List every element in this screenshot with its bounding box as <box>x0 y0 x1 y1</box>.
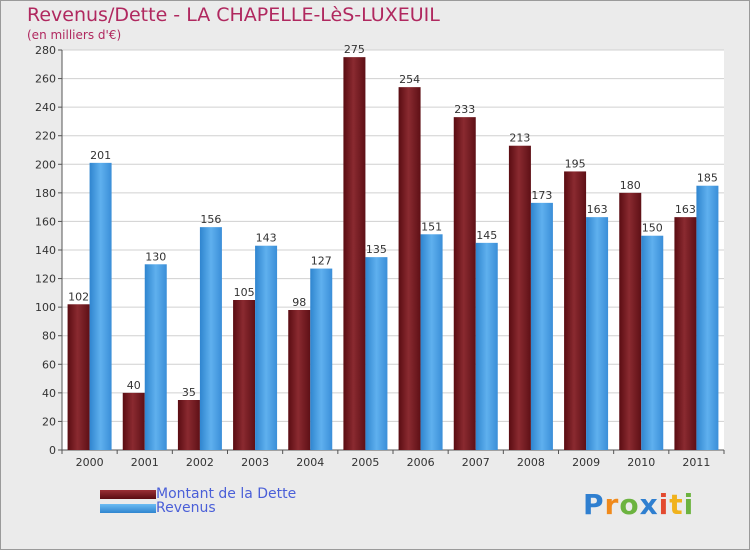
bar-revenus <box>310 268 333 450</box>
x-tick-label: 2004 <box>296 456 324 469</box>
bar-revenus <box>475 242 498 450</box>
legend-item-revenus: Revenus <box>100 500 216 516</box>
bar-dette <box>343 57 366 451</box>
logo-letter: o <box>619 488 640 521</box>
data-label: 143 <box>256 232 277 245</box>
data-label: 180 <box>620 179 641 192</box>
y-tick-label: 220 <box>35 130 56 143</box>
data-label: 98 <box>292 296 306 309</box>
data-label: 163 <box>675 203 696 216</box>
y-tick-label: 200 <box>35 158 56 171</box>
legend-label-revenus: Revenus <box>156 500 216 516</box>
bar-revenus <box>144 264 167 450</box>
y-tick-label: 260 <box>35 73 56 86</box>
x-tick-label: 2005 <box>351 456 379 469</box>
logo-letter: i <box>683 488 695 521</box>
x-tick-label: 2001 <box>131 456 159 469</box>
bar-dette <box>453 117 476 451</box>
bar-dette <box>177 400 200 450</box>
data-label: 213 <box>509 132 530 145</box>
legend-item-debt: Montant de la Dette <box>100 486 297 502</box>
data-label: 254 <box>399 73 420 86</box>
x-tick-label: 2010 <box>627 456 655 469</box>
bar-dette <box>619 192 642 450</box>
data-label: 135 <box>366 243 387 256</box>
bar-revenus <box>641 235 664 450</box>
logo-letter: x <box>639 488 659 521</box>
y-tick-label: 80 <box>42 330 56 343</box>
data-label: 195 <box>565 157 586 170</box>
data-label: 130 <box>145 250 166 263</box>
chart-subtitle: (en milliers d'€) <box>27 28 122 42</box>
logo-letter: i <box>658 488 670 521</box>
y-tick-label: 240 <box>35 101 56 114</box>
y-tick-label: 140 <box>35 244 56 257</box>
data-label: 105 <box>234 286 255 299</box>
x-tick-label: 2003 <box>241 456 269 469</box>
y-tick-label: 20 <box>42 415 56 428</box>
data-label: 275 <box>344 43 365 56</box>
x-tick-label: 2011 <box>682 456 710 469</box>
x-tick-label: 2000 <box>76 456 104 469</box>
x-tick-label: 2002 <box>186 456 214 469</box>
bar-dette <box>67 304 90 450</box>
data-label: 201 <box>90 149 111 162</box>
logo-letter: P <box>583 488 605 521</box>
bar-revenus <box>199 227 222 450</box>
bar-dette <box>398 87 421 451</box>
bar-dette <box>122 392 145 450</box>
bar-dette <box>288 310 311 450</box>
proxiti-logo: Proxiti <box>583 488 694 521</box>
data-label: 35 <box>182 386 196 399</box>
data-label: 163 <box>587 203 608 216</box>
data-label: 233 <box>454 103 475 116</box>
data-label: 156 <box>200 213 221 226</box>
legend-swatch-debt <box>100 489 156 499</box>
y-tick-label: 100 <box>35 301 56 314</box>
legend-swatch-revenus <box>100 503 156 513</box>
bar-revenus <box>530 202 553 450</box>
bar-revenus <box>255 245 278 450</box>
data-label: 127 <box>311 255 332 268</box>
data-label: 150 <box>642 222 663 235</box>
bar-revenus <box>420 234 443 450</box>
data-label: 173 <box>531 189 552 202</box>
bar-dette <box>674 217 697 450</box>
y-tick-label: 280 <box>35 44 56 57</box>
x-tick-label: 2008 <box>517 456 545 469</box>
logo-letter: r <box>604 488 620 521</box>
bar-revenus <box>696 185 719 450</box>
data-label: 40 <box>127 379 141 392</box>
y-tick-label: 160 <box>35 215 56 228</box>
x-tick-label: 2009 <box>572 456 600 469</box>
y-tick-label: 60 <box>42 358 56 371</box>
x-tick-label: 2007 <box>462 456 490 469</box>
y-tick-label: 120 <box>35 273 56 286</box>
bar-dette <box>233 300 256 450</box>
y-tick-label: 0 <box>49 444 56 457</box>
bar-dette <box>508 145 531 450</box>
logo-letter: t <box>669 488 684 521</box>
bar-revenus <box>586 217 609 450</box>
chart-title: Revenus/Dette - LA CHAPELLE-LèS-LUXEUIL <box>27 4 440 26</box>
data-label: 145 <box>476 229 497 242</box>
data-label: 151 <box>421 220 442 233</box>
y-tick-label: 180 <box>35 187 56 200</box>
legend-label-debt: Montant de la Dette <box>156 486 297 502</box>
y-tick-label: 40 <box>42 387 56 400</box>
bar-revenus <box>89 162 112 450</box>
bar-revenus <box>365 257 388 450</box>
bar-dette <box>564 171 587 450</box>
data-label: 102 <box>68 290 89 303</box>
data-label: 185 <box>697 172 718 185</box>
x-tick-label: 2006 <box>407 456 435 469</box>
